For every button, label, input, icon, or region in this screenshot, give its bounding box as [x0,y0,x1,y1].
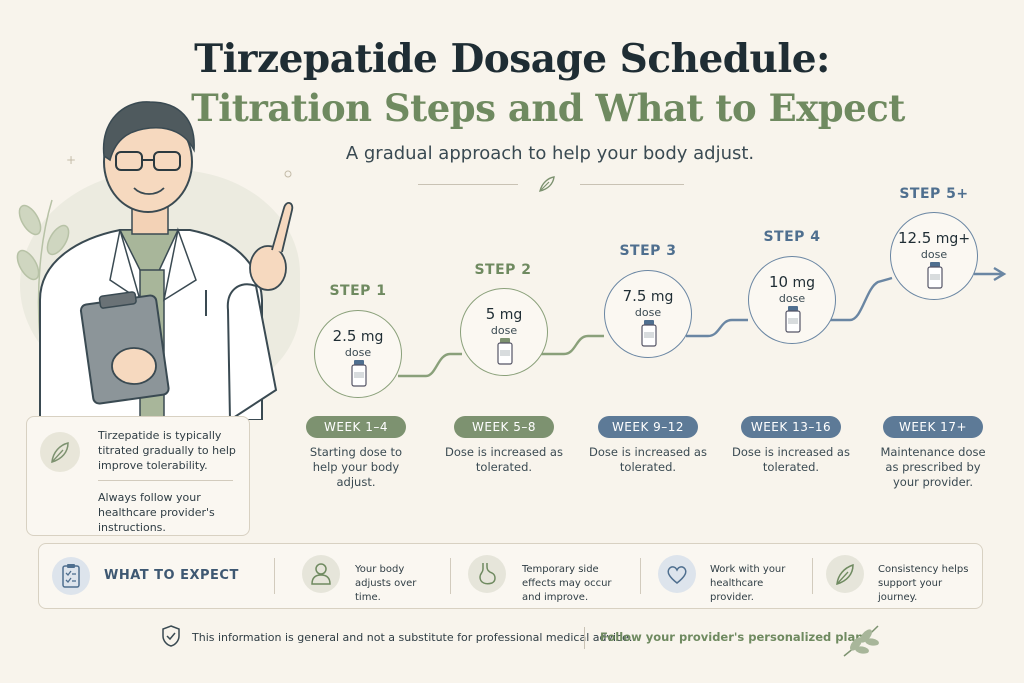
step-2-dose-word: dose [490,324,518,337]
step-5-label: STEP 5+ [899,186,969,202]
expect-divider [450,558,451,594]
step-4-dose-unit: mg [788,275,816,291]
step-4-description: Dose is increased as tolerated. [732,445,850,474]
expect-divider [274,558,275,594]
leaf-icon [51,442,69,464]
step-1-description: Starting dose to help your body adjust. [309,445,403,489]
step-5-dose-circle: 12.5 mg+ dose [890,212,978,300]
step-4-label: STEP 4 [763,229,821,245]
leaf-icon [539,176,555,192]
expect-divider [812,558,813,594]
step-3-dose-value: 7.5 [622,287,647,305]
step-1-dose-unit: mg [356,329,384,345]
step-3-label: STEP 3 [619,243,677,259]
step-5-dose-unit: mg+ [931,231,971,247]
step-2-week-pill: WEEK 5–8 [454,416,554,438]
step-4-dose-circle: 10 mg dose [748,256,836,344]
step-2-label: STEP 2 [474,262,532,278]
step-4-week-pill: WEEK 13–16 [741,416,841,438]
vial-icon [641,320,657,347]
step-3-dose-word: dose [634,306,662,319]
expect-item-2-text: Temporary side effects may occur and imp… [522,564,612,603]
step-3-dose-circle: 7.5 mg dose [604,270,692,358]
step-1-label: STEP 1 [329,283,387,299]
shield-check-icon [162,625,180,647]
step-4-dose-value: 10 [768,273,789,291]
expect-item-4-badge [826,555,864,593]
expect-divider [640,558,641,594]
vial-icon [785,306,801,333]
expect-item-1-badge [302,555,340,593]
step-2-dose-unit: mg [495,307,523,323]
heart-icon [667,566,687,584]
step-3-description: Dose is increased as tolerated. [589,445,707,474]
step-1-dose-circle: 2.5 mg dose [314,310,402,398]
info-text-follow-provider: Always follow your healthcare provider's… [98,491,215,534]
step-1-dose-value: 2.5 [332,327,357,345]
info-text-tolerability: Tirzepatide is typically titrated gradua… [98,429,236,472]
header-divider-right [580,184,684,185]
vial-icon [351,360,367,387]
page-title: Tirzepatide Dosage Schedule: [194,36,830,82]
info-leaf-badge [40,432,80,472]
step-5-week-pill: WEEK 17+ [883,416,983,438]
doctor-illustration: + [16,101,294,420]
expect-item-2-badge [468,555,506,593]
expect-item-3-badge [658,555,696,593]
step-5-description: Maintenance dose as prescribed by your p… [880,445,986,489]
header-divider-left [418,184,518,185]
progress-path [398,266,1007,378]
what-to-expect-title: WHAT TO EXPECT [104,568,239,583]
step-3-dose-unit: mg [646,289,674,305]
expect-item-4-text: Consistency helps support your journey. [878,564,969,603]
step-5-dose-word: dose [920,248,948,261]
what-to-expect-bar [38,543,983,609]
step-2-dose-circle: 5 mg dose [460,288,548,376]
step-4-dose-word: dose [778,292,806,305]
info-divider [98,480,233,481]
step-1-week-pill: WEEK 1–4 [306,416,406,438]
disclaimer-text: This information is general and not a su… [192,631,633,644]
step-1-dose-word: dose [344,346,372,359]
step-3-week-pill: WEEK 9–12 [598,416,698,438]
clipboard-icon [62,564,80,588]
step-5-dose-value: 12.5 [897,229,932,247]
expect-item-1-text: Your body adjusts over time. [355,564,417,603]
clipboard-badge [52,557,90,595]
vial-icon [497,338,513,365]
tagline: A gradual approach to help your body adj… [345,143,755,164]
svg-text:+: + [66,153,76,167]
provider-plan-text: Follow your provider's personalized plan… [600,630,868,644]
step-2-dose-value: 5 [485,305,496,323]
leaf-icon [836,563,854,586]
footer-divider [584,627,585,649]
expect-item-3-text: Work with your healthcare provider. [710,564,786,603]
step-2-description: Dose is increased as tolerated. [445,445,563,474]
leaf-sprig-icon [843,625,879,657]
vial-icon [927,262,943,289]
stomach-icon [479,563,496,585]
person-icon [311,563,331,585]
page-subtitle-heading: Titration Steps and What to Expect [191,86,905,130]
